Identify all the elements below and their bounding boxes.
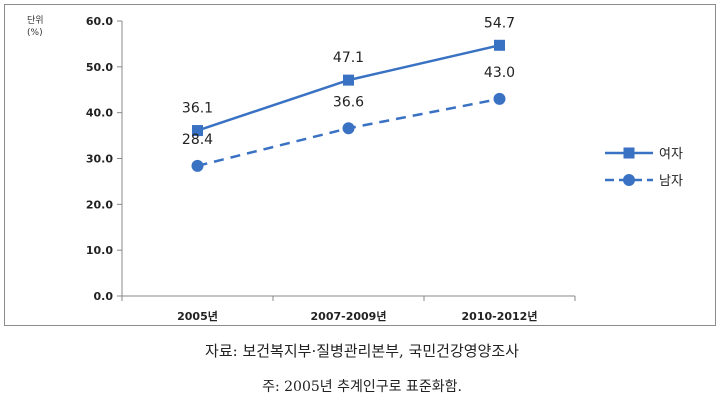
y-tick-label: 10.0 — [86, 244, 113, 257]
legend-label: 여자 — [659, 147, 683, 162]
data-point-marker — [343, 74, 354, 86]
legend-marker — [623, 174, 635, 186]
data-label: 36.6 — [333, 94, 364, 110]
chart-frame: 단위 (%) 0.0 10.0 20.0 30.0 40.0 50.0 60.0 2005년… — [4, 4, 716, 326]
y-axis: 0.0 10.0 20.0 30.0 40.0 50.0 60.0 — [86, 15, 123, 303]
series-layer: 36.1 47.1 54.7 28.4 36.6 43.0 — [182, 15, 515, 172]
legend-entry: 남자 — [605, 174, 683, 189]
y-tick-label: 0.0 — [94, 290, 114, 303]
y-tick-label: 60.0 — [86, 15, 113, 28]
unit-label-line1: 단위 — [27, 15, 44, 26]
line-chart: 단위 (%) 0.0 10.0 20.0 30.0 40.0 50.0 60.0 2005년… — [27, 15, 683, 323]
legend-entry: 여자 — [605, 147, 683, 162]
x-axis: 2005년 2007-2009년 2010-2012년 — [121, 295, 576, 323]
data-label: 54.7 — [484, 15, 515, 31]
y-tick-label: 30.0 — [86, 153, 113, 166]
legend-marker — [623, 147, 635, 159]
data-label: 28.4 — [182, 132, 213, 148]
data-point-marker — [494, 39, 505, 51]
legend-label: 남자 — [659, 174, 683, 189]
data-point-marker — [493, 92, 506, 105]
x-tick-label: 2005년 — [177, 309, 218, 323]
data-point-marker — [192, 125, 203, 137]
unit-label-line2: (%) — [27, 28, 43, 38]
source-caption: 자료: 보건복지부·질병관리본부, 국민건강영양조사 — [205, 342, 519, 360]
data-label: 36.1 — [182, 101, 213, 117]
data-label: 47.1 — [333, 50, 364, 66]
series-0: 36.1 47.1 54.7 — [182, 15, 515, 137]
y-tick-label: 50.0 — [86, 61, 113, 74]
series-1: 28.4 36.6 43.0 — [182, 65, 515, 172]
data-label: 43.0 — [484, 65, 515, 81]
x-tick-label: 2010-2012년 — [462, 309, 538, 323]
y-tick-label: 20.0 — [86, 198, 113, 211]
y-unit-label: 단위 (%) — [27, 15, 44, 38]
note-caption: 주: 2005년 추계인구로 표준화함. — [262, 379, 462, 395]
y-tick-label: 40.0 — [86, 107, 113, 120]
x-tick-label: 2007-2009년 — [311, 309, 387, 323]
data-point-marker — [342, 122, 355, 135]
data-point-marker — [191, 159, 204, 172]
